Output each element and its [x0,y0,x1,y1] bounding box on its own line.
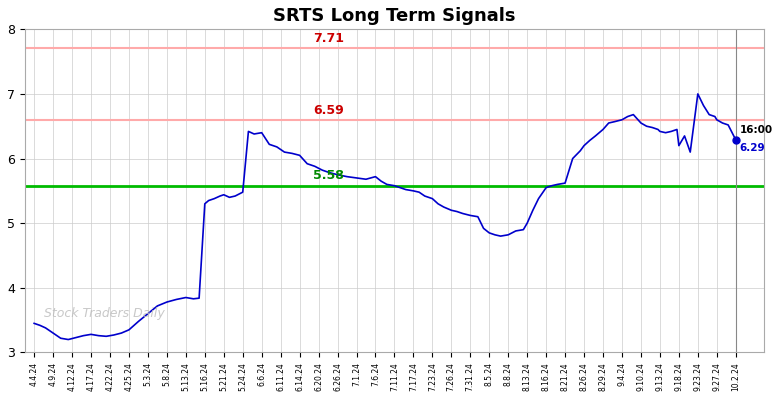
Text: 16:00: 16:00 [739,125,773,135]
Text: 7.71: 7.71 [314,32,344,45]
Text: 6.59: 6.59 [314,104,344,117]
Text: 6.29: 6.29 [739,142,765,152]
Text: 5.58: 5.58 [314,170,344,182]
Text: Stock Traders Daily: Stock Traders Daily [44,307,165,320]
Title: SRTS Long Term Signals: SRTS Long Term Signals [273,7,516,25]
